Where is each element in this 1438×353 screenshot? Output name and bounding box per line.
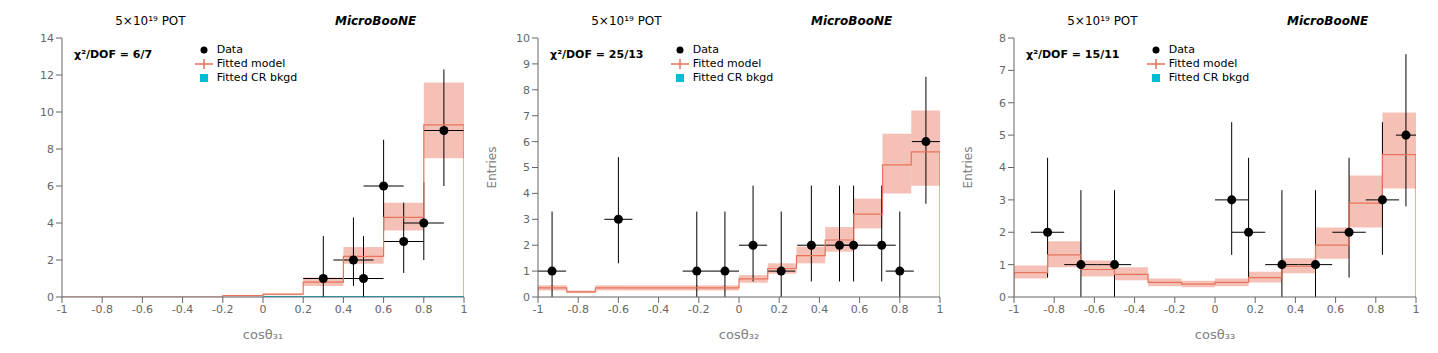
- svg-text:6: 6: [523, 136, 530, 149]
- svg-text:7: 7: [999, 64, 1006, 77]
- svg-text:0.8: 0.8: [415, 303, 433, 316]
- svg-text:0.2: 0.2: [1246, 303, 1264, 316]
- svg-text:cosθ₃₂: cosθ₃₂: [719, 327, 759, 342]
- svg-text:8: 8: [999, 32, 1006, 45]
- svg-text:-0.2: -0.2: [212, 303, 233, 316]
- svg-text:6: 6: [999, 97, 1006, 110]
- svg-text:0: 0: [260, 303, 267, 316]
- svg-text:3: 3: [999, 194, 1006, 207]
- html-text:MicroBooNE: MicroBooNE: [1286, 14, 1369, 28]
- html-text:Fitted CR bkgd: Fitted CR bkgd: [1168, 70, 1250, 84]
- svg-text:-1: -1: [57, 303, 68, 316]
- svg-text:0.4: 0.4: [335, 303, 353, 316]
- html-text:Fitted model: Fitted model: [1168, 56, 1238, 70]
- svg-text:3: 3: [523, 213, 530, 226]
- svg-text:10: 10: [40, 106, 54, 119]
- svg-text:cosθ₃₃: cosθ₃₃: [1195, 327, 1235, 342]
- svg-text:-1: -1: [1009, 303, 1020, 316]
- svg-text:-0.4: -0.4: [172, 303, 193, 316]
- svg-text:-0.4: -0.4: [648, 303, 669, 316]
- html-text:χ²/DOF = 6/7: χ²/DOF = 6/7: [74, 48, 153, 62]
- svg-text:6: 6: [47, 180, 54, 193]
- svg-text:-0.8: -0.8: [91, 303, 112, 316]
- html-text:MicroBooNE: MicroBooNE: [334, 14, 417, 28]
- svg-text:-0.6: -0.6: [608, 303, 629, 316]
- svg-text:5: 5: [999, 129, 1006, 142]
- svg-text:2: 2: [47, 254, 54, 267]
- html-text:5×10¹⁹ POT: 5×10¹⁹ POT: [115, 14, 186, 28]
- svg-text:0.4: 0.4: [811, 303, 829, 316]
- svg-text:0.6: 0.6: [375, 303, 393, 316]
- svg-text:1: 1: [461, 303, 468, 316]
- svg-text:12: 12: [40, 69, 54, 82]
- svg-text:4: 4: [999, 161, 1006, 174]
- svg-text:5: 5: [523, 161, 530, 174]
- svg-text:10: 10: [516, 32, 530, 45]
- svg-text:0: 0: [736, 303, 743, 316]
- html-text:χ²/DOF = 25/13: χ²/DOF = 25/13: [550, 48, 644, 62]
- svg-text:-0.6: -0.6: [1084, 303, 1105, 316]
- svg-text:2: 2: [999, 226, 1006, 239]
- svg-text:0.2: 0.2: [770, 303, 788, 316]
- svg-text:1: 1: [937, 303, 944, 316]
- svg-text:4: 4: [523, 187, 530, 200]
- svg-text:0.6: 0.6: [1327, 303, 1345, 316]
- html-text:Fitted model: Fitted model: [692, 56, 762, 70]
- svg-text:-0.2: -0.2: [688, 303, 709, 316]
- html-text:χ²/DOF = 15/11: χ²/DOF = 15/11: [1026, 48, 1120, 62]
- svg-text:14: 14: [40, 32, 54, 45]
- svg-text:7: 7: [523, 110, 530, 123]
- svg-text:-0.4: -0.4: [1124, 303, 1145, 316]
- svg-text:9: 9: [523, 58, 530, 71]
- svg-text:cosθ₃₁: cosθ₃₁: [243, 327, 283, 342]
- svg-text:-0.2: -0.2: [1164, 303, 1185, 316]
- html-text:Data: Data: [216, 42, 243, 56]
- svg-text:2: 2: [523, 239, 530, 252]
- html-text:Fitted model: Fitted model: [216, 56, 286, 70]
- svg-text:4: 4: [47, 217, 54, 230]
- svg-text:Entries: Entries: [485, 147, 499, 189]
- svg-text:-1: -1: [533, 303, 544, 316]
- svg-text:0: 0: [999, 291, 1006, 304]
- svg-text:0.4: 0.4: [1287, 303, 1305, 316]
- html-text:Fitted CR bkgd: Fitted CR bkgd: [692, 70, 774, 84]
- html-text:Data: Data: [1168, 42, 1195, 56]
- svg-text:Entries: Entries: [961, 147, 975, 189]
- svg-text:0.2: 0.2: [294, 303, 312, 316]
- html-text:MicroBooNE: MicroBooNE: [810, 14, 893, 28]
- svg-text:8: 8: [523, 84, 530, 97]
- svg-text:0: 0: [1212, 303, 1219, 316]
- svg-text:1: 1: [999, 259, 1006, 272]
- svg-text:-0.8: -0.8: [1043, 303, 1064, 316]
- html-text:Data: Data: [692, 42, 719, 56]
- html-text:5×10¹⁹ POT: 5×10¹⁹ POT: [591, 14, 662, 28]
- svg-text:0.6: 0.6: [851, 303, 869, 316]
- svg-text:8: 8: [47, 143, 54, 156]
- svg-text:0: 0: [47, 291, 54, 304]
- svg-text:0: 0: [523, 291, 530, 304]
- svg-text:-0.6: -0.6: [132, 303, 153, 316]
- html-text:5×10¹⁹ POT: 5×10¹⁹ POT: [1067, 14, 1138, 28]
- svg-text:1: 1: [1413, 303, 1420, 316]
- svg-text:0.8: 0.8: [1367, 303, 1385, 316]
- svg-text:0.8: 0.8: [891, 303, 909, 316]
- svg-text:1: 1: [523, 265, 530, 278]
- html-text:Fitted CR bkgd: Fitted CR bkgd: [216, 70, 298, 84]
- svg-text:-0.8: -0.8: [567, 303, 588, 316]
